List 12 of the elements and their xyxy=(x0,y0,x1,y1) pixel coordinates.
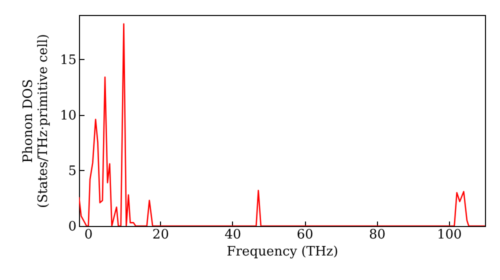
y-tick-label: 15 xyxy=(60,52,76,68)
x-tick-label: 0 xyxy=(84,228,93,242)
x-tick-label: 60 xyxy=(296,228,314,242)
x-tick-label: 100 xyxy=(436,228,462,242)
x-tick-label: 80 xyxy=(368,228,386,242)
line-series xyxy=(79,23,485,226)
y-tick-label: 10 xyxy=(60,108,76,124)
x-tick-label: 20 xyxy=(152,228,169,242)
y-tick-label: 5 xyxy=(68,164,76,179)
x-tick-label: 40 xyxy=(224,228,242,242)
y-axis-title: Phonon DOS (States/THz·primitive cell) xyxy=(20,34,51,208)
x-axis-title: Frequency (THz) xyxy=(226,244,338,260)
